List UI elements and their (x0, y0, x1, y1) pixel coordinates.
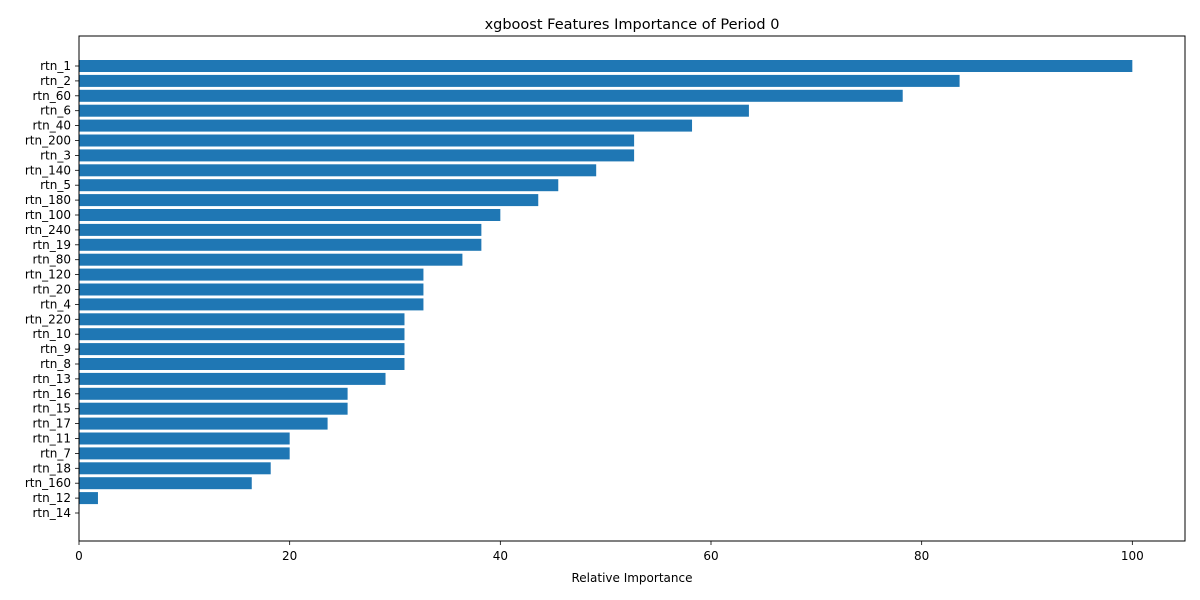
y-tick-label: rtn_2 (40, 74, 71, 88)
y-tick-label: rtn_10 (32, 327, 71, 341)
y-tick-label: rtn_180 (25, 193, 71, 207)
x-tick-label: 60 (703, 549, 718, 563)
bar-rtn-120 (79, 268, 424, 281)
bar-rtn-9 (79, 343, 405, 356)
bar-rtn-20 (79, 283, 424, 296)
x-tick-label: 20 (282, 549, 297, 563)
y-tick-label: rtn_11 (32, 432, 71, 446)
y-tick-label: rtn_8 (40, 357, 71, 371)
y-tick-label: rtn_220 (25, 312, 71, 326)
y-tick-label: rtn_60 (32, 89, 71, 103)
y-tick-label: rtn_18 (32, 461, 71, 475)
bar-rtn-5 (79, 179, 559, 192)
y-tick-label: rtn_6 (40, 104, 71, 118)
y-tick-label: rtn_100 (25, 208, 71, 222)
bar-rtn-4 (79, 298, 424, 311)
bar-rtn-240 (79, 223, 482, 236)
bar-rtn-15 (79, 402, 348, 415)
y-tick-label: rtn_12 (32, 491, 71, 505)
y-tick-label: rtn_16 (32, 387, 71, 401)
bar-rtn-8 (79, 358, 405, 370)
bar-rtn-80 (79, 253, 463, 266)
bar-rtn-220 (79, 313, 405, 326)
axes-frame (78, 35, 1186, 542)
x-tick-label: 40 (493, 549, 508, 563)
bar-rtn-11 (79, 432, 290, 445)
y-tick-label: rtn_7 (40, 446, 71, 460)
y-tick-label: rtn_9 (40, 342, 71, 356)
bar-rtn-100 (79, 209, 501, 221)
bar-rtn-7 (79, 447, 290, 460)
bar-rtn-12 (79, 492, 98, 505)
y-tick-label: rtn_17 (32, 417, 71, 431)
bars-layer (79, 60, 1133, 505)
x-tick-label: 80 (914, 549, 929, 563)
bar-rtn-2 (79, 74, 960, 87)
y-tick-label: rtn_140 (25, 163, 71, 177)
y-tick-label: rtn_14 (32, 506, 71, 520)
y-tick-label: rtn_5 (40, 178, 71, 192)
x-axis-title: Relative Importance (572, 571, 693, 585)
y-tick-label: rtn_4 (40, 297, 71, 311)
y-tick-label: rtn_40 (32, 119, 71, 133)
y-tick-label: rtn_1 (40, 59, 71, 73)
bar-rtn-1 (79, 60, 1133, 72)
bar-rtn-160 (79, 477, 252, 490)
bar-rtn-19 (79, 238, 482, 251)
y-tick-label: rtn_13 (32, 372, 71, 386)
y-tick-label: rtn_80 (32, 253, 71, 267)
y-tick-label: rtn_200 (25, 134, 71, 148)
y-tick-label: rtn_160 (25, 476, 71, 490)
bar-rtn-180 (79, 194, 539, 207)
y-tick-label: rtn_3 (40, 148, 71, 162)
y-tick-label: rtn_15 (32, 402, 71, 416)
y-tick-label: rtn_19 (32, 238, 71, 252)
bar-rtn-200 (79, 134, 635, 147)
bar-rtn-18 (79, 462, 271, 475)
y-tick-label: rtn_20 (32, 283, 71, 297)
bar-rtn-140 (79, 164, 597, 177)
bar-rtn-60 (79, 89, 903, 102)
x-tick-label: 0 (75, 549, 83, 563)
x-tick-label: 100 (1121, 549, 1144, 563)
y-tick-label: rtn_240 (25, 223, 71, 237)
y-tick-label: rtn_120 (25, 268, 71, 282)
bar-rtn-13 (79, 372, 386, 385)
bar-rtn-6 (79, 104, 749, 117)
bar-rtn-3 (79, 149, 635, 162)
bar-rtn-10 (79, 328, 405, 341)
chart-title: xgboost Features Importance of Period 0 (485, 17, 780, 33)
x-axis-ticks: 0 20 40 60 80 100 (75, 541, 1144, 563)
bar-rtn-17 (79, 417, 328, 430)
bar-rtn-40 (79, 119, 693, 132)
bar-rtn-16 (79, 387, 348, 400)
y-axis-ticks: rtn_1rtn_2rtn_60rtn_6rtn_40rtn_200rtn_3r… (25, 59, 79, 520)
